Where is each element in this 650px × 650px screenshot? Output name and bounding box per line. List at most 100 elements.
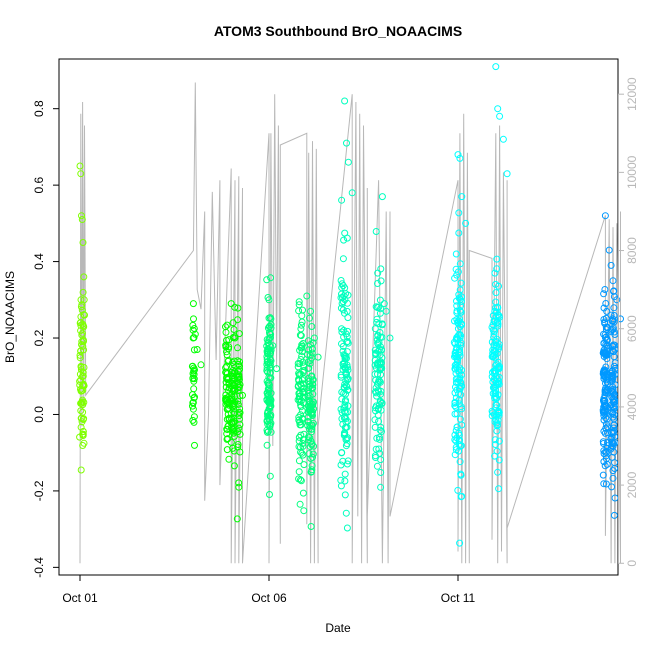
data-point: [308, 349, 316, 357]
data-point: [310, 334, 318, 342]
data-point: [338, 196, 346, 204]
y-tick-label: 0.2: [32, 329, 46, 346]
data-point: [610, 353, 618, 361]
data-point: [492, 394, 500, 402]
data-point: [454, 268, 462, 276]
data-point: [610, 511, 618, 519]
data-point: [451, 365, 459, 373]
data-point: [451, 410, 459, 418]
data-point: [451, 274, 459, 282]
data-point: [372, 445, 380, 453]
x-axis: Oct 01 Oct 06 Oct 11: [62, 575, 476, 605]
data-point: [373, 462, 381, 470]
y2-tick-label: 0: [625, 560, 639, 567]
data-point: [344, 327, 352, 335]
data-point: [494, 311, 502, 319]
data-point: [307, 307, 315, 315]
data-point: [343, 354, 350, 362]
data-point: [601, 448, 609, 456]
data-point: [225, 455, 233, 463]
y2-tick-label: 10000: [625, 155, 639, 189]
data-point: [230, 326, 238, 333]
data-point: [264, 420, 272, 428]
data-point: [372, 228, 380, 235]
data-point: [495, 456, 503, 464]
data-point: [492, 404, 500, 412]
data-point: [341, 229, 349, 237]
data-point: [488, 353, 496, 361]
data-point: [310, 398, 317, 406]
data-point: [337, 277, 345, 284]
data-point: [455, 291, 463, 299]
data-point: [601, 462, 609, 470]
data-point: [77, 466, 85, 474]
data-point: [495, 437, 503, 445]
data-point: [77, 407, 85, 415]
data-point: [344, 158, 352, 166]
data-point: [190, 346, 198, 354]
data-point: [339, 457, 347, 465]
data-point: [303, 292, 311, 300]
data-point: [600, 290, 608, 298]
data-point: [190, 367, 198, 375]
data-point: [79, 381, 87, 389]
data-point: [235, 375, 243, 383]
data-point: [77, 303, 85, 311]
data-point: [228, 390, 236, 398]
data-point: [309, 453, 316, 461]
data-point: [341, 477, 349, 485]
data-point: [611, 465, 619, 472]
data-point: [605, 246, 613, 254]
data-point: [453, 307, 461, 315]
data-point: [300, 507, 308, 515]
data-point: [600, 427, 608, 435]
data-point: [610, 312, 618, 319]
data-point: [189, 326, 197, 334]
data-point: [344, 338, 352, 345]
data-point: [298, 344, 306, 352]
data-point: [377, 305, 384, 313]
data-point: [233, 515, 241, 523]
data-point: [340, 333, 348, 341]
data-point: [377, 423, 385, 431]
data-point: [378, 399, 386, 407]
y2-tick-label: 12000: [625, 77, 639, 111]
data-point: [339, 255, 347, 263]
data-point: [79, 442, 87, 449]
data-point: [492, 390, 500, 397]
data-point: [295, 298, 303, 306]
data-point: [456, 539, 464, 547]
data-point: [236, 448, 244, 456]
data-point: [267, 315, 275, 323]
y-tick-label: 0.6: [32, 176, 46, 193]
data-point: [343, 373, 351, 381]
data-point: [455, 441, 463, 448]
data-point: [223, 446, 231, 454]
data-point: [235, 412, 243, 420]
data-point: [190, 375, 198, 383]
data-point: [225, 343, 233, 351]
data-point: [374, 280, 381, 287]
data-point: [79, 320, 87, 328]
data-point: [602, 333, 610, 341]
data-point: [235, 360, 243, 368]
data-point: [458, 193, 466, 201]
data-point: [607, 311, 615, 319]
data-point: [343, 383, 351, 391]
data-point: [376, 360, 384, 368]
x-axis-label: Date: [325, 621, 351, 635]
data-point: [610, 287, 617, 295]
data-point: [372, 303, 380, 311]
data-point: [265, 373, 273, 381]
data-point: [491, 436, 499, 444]
data-point: [265, 345, 273, 353]
data-point: [266, 399, 274, 407]
data-point: [263, 389, 271, 397]
plot-frame: [58, 58, 619, 576]
data-point: [610, 421, 618, 429]
data-point: [338, 395, 346, 403]
data-point: [81, 311, 88, 319]
data-point: [601, 389, 609, 397]
data-point: [493, 427, 501, 435]
data-point: [602, 480, 610, 488]
